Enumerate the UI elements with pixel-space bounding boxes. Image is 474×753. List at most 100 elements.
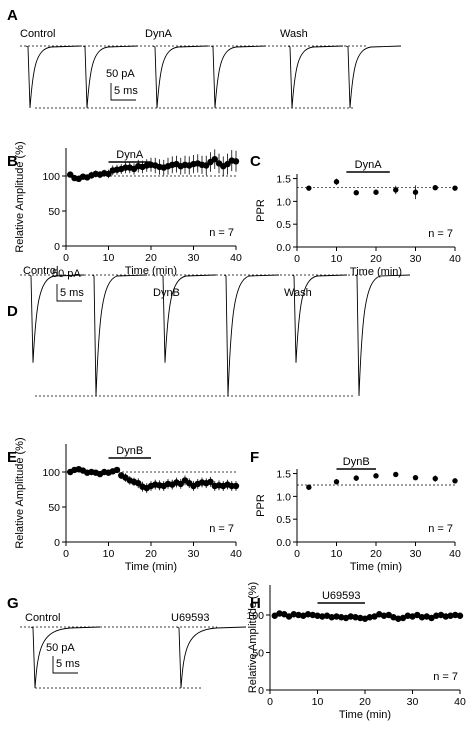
epsc-trace-u69593-first bbox=[176, 626, 247, 689]
data-point bbox=[366, 614, 373, 621]
data-point bbox=[385, 611, 392, 619]
y-tick-label: 50 bbox=[252, 648, 264, 660]
data-point bbox=[418, 614, 426, 621]
condition-label-control: Control bbox=[20, 28, 55, 40]
panel-letter-d: D bbox=[7, 303, 18, 320]
x-axis-label: Time (min) bbox=[125, 561, 177, 573]
x-tick-label: 30 bbox=[188, 548, 200, 560]
epsc-trace-wash-first bbox=[291, 274, 348, 363]
drug-label: DynA bbox=[355, 159, 383, 171]
scale-bar-amplitude: 50 pA bbox=[46, 642, 75, 654]
data-point bbox=[309, 611, 316, 619]
data-point bbox=[373, 473, 379, 479]
panel-letter-a: A bbox=[7, 7, 18, 24]
y-axis-label: PPR bbox=[255, 199, 267, 222]
data-point bbox=[113, 466, 121, 474]
x-tick-label: 10 bbox=[331, 548, 343, 560]
epsc-trace-control-first bbox=[28, 274, 85, 363]
data-point bbox=[412, 189, 419, 195]
epsc-trace-dynb-second bbox=[223, 274, 280, 397]
condition-label-control: Control bbox=[23, 265, 58, 277]
data-point bbox=[135, 480, 142, 487]
x-tick-label: 30 bbox=[188, 252, 200, 264]
y-tick-label: 0.0 bbox=[276, 537, 291, 549]
data-point bbox=[177, 480, 184, 488]
x-tick-label: 20 bbox=[145, 252, 157, 264]
data-point bbox=[105, 170, 112, 178]
y-tick-label: 50 bbox=[48, 502, 60, 514]
x-axis-label: Time (min) bbox=[350, 266, 402, 278]
y-tick-label: 100 bbox=[42, 171, 60, 183]
data-point bbox=[67, 171, 74, 178]
x-tick-label: 40 bbox=[449, 548, 461, 560]
data-point bbox=[290, 611, 297, 618]
epsc-trace-wash-first bbox=[287, 45, 344, 109]
data-point bbox=[442, 613, 449, 620]
n-label: n = 7 bbox=[428, 228, 453, 240]
scale-bar-time: 5 ms bbox=[114, 85, 138, 97]
data-point bbox=[428, 614, 435, 622]
data-point bbox=[338, 614, 345, 621]
y-tick-label: 0.5 bbox=[276, 219, 291, 231]
data-point bbox=[207, 478, 214, 485]
data-point bbox=[333, 179, 340, 185]
y-tick-label: 0 bbox=[258, 685, 264, 697]
x-tick-label: 20 bbox=[370, 548, 382, 560]
scale-bar-time: 5 ms bbox=[60, 287, 84, 299]
y-tick-label: 0.5 bbox=[276, 514, 291, 526]
scale-bar bbox=[110, 83, 136, 101]
x-tick-label: 30 bbox=[410, 253, 422, 265]
data-point bbox=[276, 610, 283, 617]
data-point bbox=[452, 611, 459, 619]
x-tick-label: 40 bbox=[230, 252, 242, 264]
epsc-trace-wash-second bbox=[345, 45, 402, 109]
y-tick-label: 0.0 bbox=[276, 242, 291, 254]
panel-letter-b: B bbox=[7, 153, 18, 170]
data-point bbox=[333, 479, 340, 485]
data-point bbox=[211, 156, 218, 163]
data-point bbox=[432, 184, 438, 191]
x-tick-label: 10 bbox=[312, 696, 324, 708]
data-point bbox=[232, 482, 240, 490]
data-point bbox=[399, 614, 407, 622]
data-point bbox=[432, 475, 438, 482]
data-point bbox=[306, 185, 312, 191]
data-point bbox=[433, 612, 440, 619]
data-point bbox=[393, 187, 399, 193]
data-point bbox=[373, 189, 379, 195]
x-tick-label: 0 bbox=[294, 548, 300, 560]
y-axis-label: Relative Amplitude (%) bbox=[247, 582, 259, 693]
y-tick-label: 100 bbox=[42, 467, 60, 479]
data-point bbox=[333, 613, 340, 620]
n-label: n = 7 bbox=[209, 523, 234, 535]
epsc-trace-dyna-first bbox=[152, 45, 209, 109]
data-point bbox=[224, 160, 231, 168]
condition-label-wash: Wash bbox=[284, 287, 312, 299]
y-tick-label: 50 bbox=[48, 206, 60, 218]
x-tick-label: 40 bbox=[454, 696, 466, 708]
x-tick-label: 40 bbox=[449, 253, 461, 265]
x-tick-label: 10 bbox=[103, 548, 115, 560]
x-tick-label: 20 bbox=[370, 253, 382, 265]
data-point bbox=[456, 612, 464, 619]
condition-label-dyna: DynA bbox=[145, 28, 173, 40]
data-point bbox=[452, 185, 458, 191]
x-tick-label: 0 bbox=[63, 252, 69, 264]
y-tick-label: 0 bbox=[54, 241, 60, 253]
drug-label: U69593 bbox=[322, 590, 361, 602]
data-point bbox=[306, 484, 312, 490]
data-point bbox=[412, 474, 419, 481]
data-point bbox=[452, 478, 458, 484]
scale-bar-amplitude: 50 pA bbox=[106, 68, 135, 80]
panel-letter-e: E bbox=[7, 449, 17, 466]
condition-label-dynb: DynB bbox=[153, 287, 180, 299]
panel-letter-c: C bbox=[250, 153, 261, 170]
data-point bbox=[371, 613, 378, 620]
condition-label-wash: Wash bbox=[280, 28, 308, 40]
data-point bbox=[380, 612, 388, 619]
data-point bbox=[357, 614, 364, 622]
data-point bbox=[347, 613, 354, 620]
drug-label: DynA bbox=[116, 149, 144, 161]
n-label: n = 7 bbox=[428, 523, 453, 535]
